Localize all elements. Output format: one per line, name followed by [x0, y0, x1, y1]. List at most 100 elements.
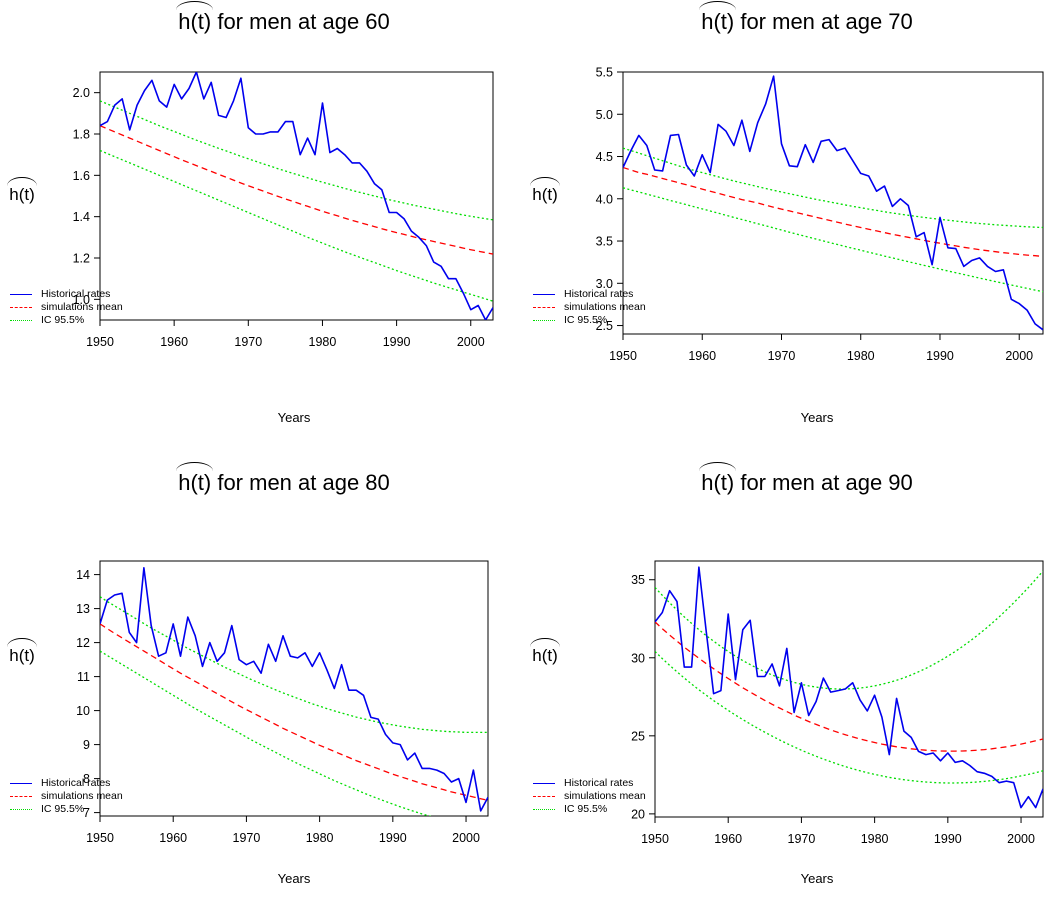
legend-label-mean: simulations mean	[564, 301, 646, 313]
simulations-mean-line	[100, 125, 493, 255]
x-tick-label: 1980	[861, 832, 889, 846]
x-axis-label: Years	[277, 410, 311, 425]
x-tick-label: 1950	[609, 349, 637, 363]
legend-swatch-historical	[533, 782, 555, 784]
y-tick-label: 11	[77, 670, 90, 684]
x-tick-label: 1960	[160, 335, 188, 349]
plot-frame	[622, 71, 1044, 335]
ci-lower-line	[623, 187, 1043, 293]
legend-swatch-ci	[10, 808, 32, 810]
simulations-mean-line	[655, 621, 1043, 752]
legend-label-mean: simulations mean	[41, 790, 123, 802]
y-tick-label: 3.5	[596, 235, 613, 249]
legend-label-mean: simulations mean	[41, 301, 123, 313]
legend-swatch-mean	[533, 795, 555, 797]
y-tick-label: 1.6	[73, 169, 90, 183]
y-axis-symbol: h(t)	[7, 638, 37, 671]
simulations-mean-line	[623, 166, 1043, 258]
y-axis-symbol: h(t)	[530, 638, 560, 671]
x-tick-label: 1990	[934, 832, 962, 846]
y-tick-label: 7	[83, 806, 90, 820]
legend-item-historical: Historical rates	[533, 288, 693, 301]
y-tick-label: 8	[83, 772, 90, 786]
legend-label-historical: Historical rates	[564, 288, 634, 300]
plot-frame	[654, 560, 1044, 818]
y-tick-label: 2.0	[73, 86, 90, 100]
ci-upper-line	[655, 570, 1043, 690]
legend-label-ci: IC 95.5%	[41, 803, 85, 815]
chart-title: h(t) for men at age 70	[613, 1, 1001, 40]
hat-symbol: h(t)	[699, 462, 737, 501]
hat-symbol: h(t)	[176, 462, 214, 501]
x-tick-label: 1950	[86, 335, 114, 349]
simulations-mean-line	[100, 623, 488, 802]
x-tick-label: 1980	[306, 831, 334, 845]
y-tick-label: 35	[631, 573, 645, 587]
x-tick-label: 1970	[234, 335, 262, 349]
chart-panel-age-80: h(t) for men at age 80 h(t) 1950 1960 1970…	[0, 461, 523, 922]
legend-label-historical: Historical rates	[564, 777, 634, 789]
legend-label-mean: simulations mean	[564, 790, 646, 802]
x-axis-label: Years	[800, 410, 834, 425]
x-tick-label: 2000	[1005, 349, 1033, 363]
historical-rates-line	[100, 567, 488, 812]
x-tick-label: 1970	[768, 349, 796, 363]
legend-item-mean: simulations mean	[533, 790, 693, 803]
historical-rates-line	[623, 75, 1043, 331]
historical-rates-line	[655, 566, 1043, 809]
y-tick-label: 9	[83, 738, 90, 752]
x-tick-label: 1960	[159, 831, 187, 845]
ci-lower-line	[100, 149, 493, 302]
legend-label-ci: IC 95.5%	[564, 314, 608, 326]
plot-frame	[99, 71, 494, 321]
y-axis-label: h(t)	[525, 638, 565, 671]
legend-item-historical: Historical rates	[10, 777, 170, 790]
title-suffix: for men at age 90	[734, 470, 913, 495]
x-tick-label: 2000	[1007, 832, 1035, 846]
x-tick-label: 2000	[452, 831, 480, 845]
chart-title: h(t) for men at age 80	[90, 462, 478, 501]
y-axis-symbol: h(t)	[7, 177, 37, 210]
title-suffix: for men at age 60	[211, 9, 390, 34]
legend-swatch-ci	[10, 319, 32, 321]
y-tick-label: 2.5	[596, 319, 613, 333]
legend-swatch-historical	[533, 293, 555, 295]
historical-rates-line	[100, 72, 493, 320]
legend-label-ci: IC 95.5%	[41, 314, 85, 326]
chart-panel-age-70: h(t) for men at age 70 h(t) 1950 1960 1970…	[523, 0, 1046, 461]
title-suffix: for men at age 70	[734, 9, 913, 34]
x-tick-label: 1950	[86, 831, 114, 845]
y-tick-label: 13	[76, 602, 90, 616]
legend-label-ci: IC 95.5%	[564, 803, 608, 815]
legend-item-ci: IC 95.5%	[533, 803, 693, 816]
legend-item-ci: IC 95.5%	[10, 314, 170, 327]
y-tick-label: 5.5	[596, 66, 613, 80]
x-tick-label: 1970	[788, 832, 816, 846]
plot-area: 1950 1960 1970 1980 1990 2000 1.0 1.2 1.4 1.6 1.8 2…	[73, 71, 494, 349]
legend-label-historical: Historical rates	[41, 777, 111, 789]
legend-item-historical: Historical rates	[10, 288, 170, 301]
ci-upper-line	[623, 147, 1043, 229]
y-tick-label: 20	[631, 807, 645, 821]
legend-swatch-historical	[10, 782, 32, 784]
x-axis-label: Years	[277, 871, 311, 886]
plot-frame	[99, 560, 489, 817]
x-tick-label: 1990	[926, 349, 954, 363]
legend-swatch-ci	[533, 808, 555, 810]
title-suffix: for men at age 80	[211, 470, 390, 495]
y-tick-label: 30	[631, 651, 645, 665]
x-tick-label: 1980	[309, 335, 337, 349]
legend-item-ci: IC 95.5%	[10, 803, 170, 816]
chart-title: h(t) for men at age 60	[90, 1, 478, 40]
y-axis-symbol: h(t)	[530, 177, 560, 210]
ci-lower-line	[655, 651, 1043, 784]
y-axis-label: h(t)	[525, 177, 565, 210]
legend-swatch-mean	[10, 795, 32, 797]
x-tick-label: 1960	[714, 832, 742, 846]
legend-item-historical: Historical rates	[533, 777, 693, 790]
plot-area: 1950 1960 1970 1980 1990 2000 2.5 3.0 3.5 4.0 4.5 5…	[596, 66, 1044, 363]
x-tick-label: 1970	[233, 831, 261, 845]
y-axis-label: h(t)	[2, 177, 42, 210]
x-tick-label: 1980	[847, 349, 875, 363]
legend-item-mean: simulations mean	[10, 301, 170, 314]
